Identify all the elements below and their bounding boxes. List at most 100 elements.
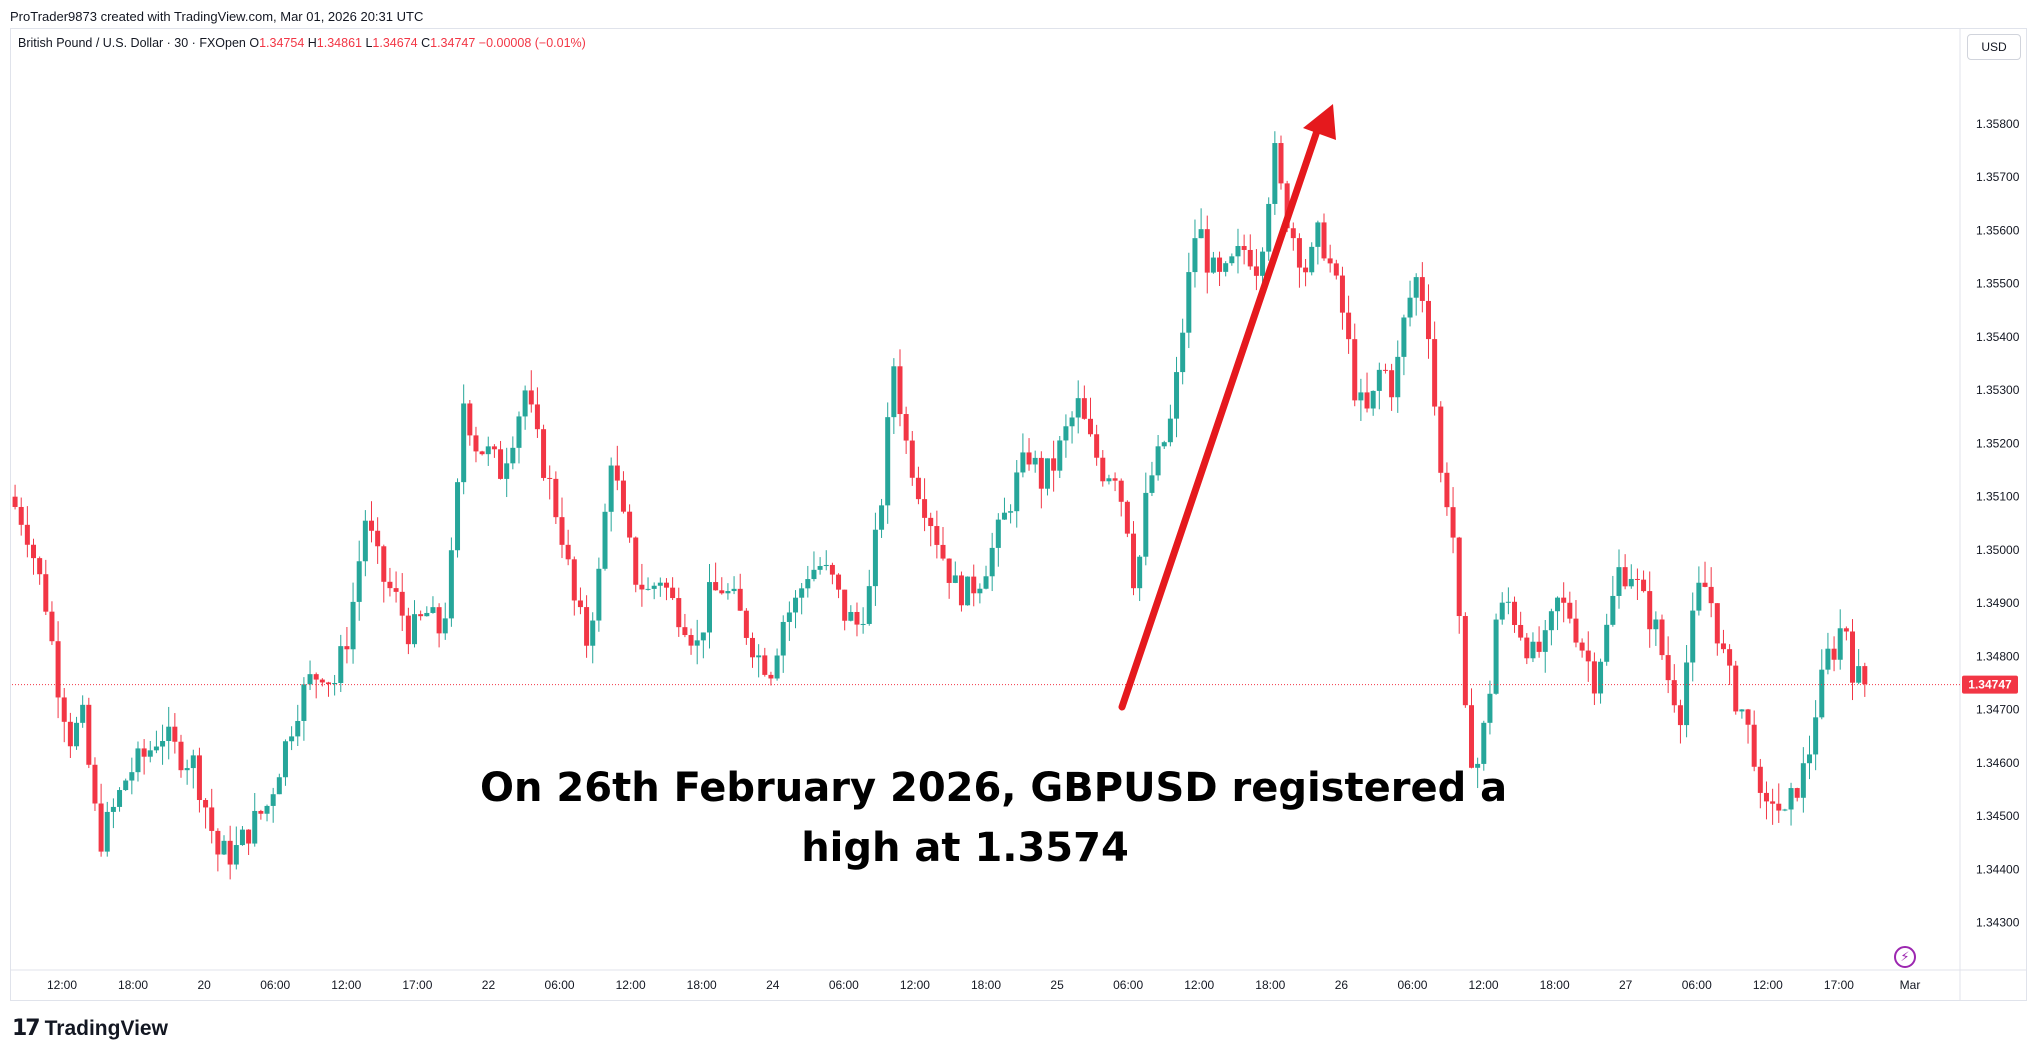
x-tick-label: 06:00 xyxy=(1682,978,1712,992)
tradingview-logo-icon: 17 xyxy=(12,1016,41,1041)
candle-body xyxy=(1438,406,1444,473)
candle-body xyxy=(799,588,805,598)
candle-body xyxy=(1247,249,1253,267)
legend-low-label: L xyxy=(365,36,373,50)
candle-body xyxy=(282,741,288,778)
lightning-icon[interactable]: ⚡ xyxy=(1894,946,1916,968)
candle-body xyxy=(989,547,995,577)
x-tick-label: 12:00 xyxy=(616,978,646,992)
candle-body xyxy=(1512,601,1518,625)
candle-body xyxy=(104,811,110,852)
candle-body xyxy=(1425,300,1431,340)
candle-body xyxy=(393,588,399,592)
candle-body xyxy=(1499,602,1505,620)
tradingview-logo[interactable]: 17 TradingView xyxy=(12,1016,168,1041)
candle-body xyxy=(596,568,602,621)
candle-body xyxy=(1518,624,1524,638)
candle-body xyxy=(1272,143,1278,204)
candle-body xyxy=(67,721,73,747)
tradingview-logo-text: TradingView xyxy=(44,1016,168,1040)
candle-body xyxy=(1069,417,1075,427)
candle-body xyxy=(12,496,18,507)
candle-body xyxy=(928,517,934,527)
legend-close-label: C xyxy=(421,36,431,50)
y-tick-label: 1.34900 xyxy=(1976,596,2020,610)
candle-body xyxy=(762,655,768,675)
candle-body xyxy=(1044,458,1050,489)
candle-body xyxy=(485,446,491,455)
currency-selector[interactable]: USD xyxy=(1967,34,2021,60)
symbol-legend: British Pound / U.S. Dollar · 30 · FXOpe… xyxy=(18,36,586,50)
legend-open-label: O xyxy=(249,36,260,50)
candle-body xyxy=(842,589,848,621)
candle-body xyxy=(737,588,743,611)
candle-body xyxy=(1542,630,1548,652)
candle-body xyxy=(1075,398,1081,418)
legend-symbol[interactable]: British Pound / U.S. Dollar · 30 · FXOpe… xyxy=(18,36,246,50)
x-tick-label: 20 xyxy=(197,978,211,992)
candle-body xyxy=(1837,628,1843,660)
candle-body xyxy=(436,607,442,634)
candle-body xyxy=(1063,426,1069,441)
candle-body xyxy=(233,845,239,865)
candle-body xyxy=(455,482,461,551)
candle-body xyxy=(774,655,780,679)
candle-body xyxy=(1106,478,1112,482)
candle-body xyxy=(135,748,141,773)
candle-body xyxy=(645,588,651,590)
candle-body xyxy=(1253,266,1259,276)
candle-body xyxy=(387,581,393,589)
candle-body xyxy=(375,530,381,547)
candle-body xyxy=(1505,601,1511,603)
candle-body xyxy=(467,403,473,436)
legend-change-value: −0.00008 (−0.01%) xyxy=(478,36,586,50)
annotation-line-1: On 26th February 2026, GBPUSD registered… xyxy=(480,765,1508,811)
candle-body xyxy=(264,805,270,814)
candle-body xyxy=(1370,390,1376,409)
candle-body xyxy=(1856,666,1862,683)
annotation-line-2: high at 1.3574 xyxy=(801,825,1129,871)
candle-body xyxy=(332,683,338,685)
x-tick-label: 18:00 xyxy=(1255,978,1285,992)
candle-body xyxy=(1401,317,1407,357)
candle-body xyxy=(319,679,325,683)
x-tick-label: 06:00 xyxy=(1113,978,1143,992)
candle-body xyxy=(1813,717,1819,755)
candle-body xyxy=(1469,705,1474,768)
candle-body xyxy=(565,544,571,560)
candle-body xyxy=(147,750,153,757)
candle-body xyxy=(1081,398,1087,419)
y-tick-label: 1.35300 xyxy=(1976,383,2020,397)
candle-body xyxy=(756,655,762,658)
candle-body xyxy=(1573,618,1579,643)
candle-body xyxy=(651,585,657,589)
candle-body xyxy=(1850,631,1856,683)
candle-body xyxy=(663,582,669,588)
candle-body xyxy=(86,704,92,765)
candle-body xyxy=(307,674,313,685)
candle-body xyxy=(922,499,928,518)
y-tick-label: 1.34800 xyxy=(1976,649,2020,663)
candle-body xyxy=(203,800,209,808)
candle-body xyxy=(1585,650,1591,662)
candle-body xyxy=(1217,257,1223,272)
candle-body xyxy=(897,366,903,415)
candle-body xyxy=(338,646,344,684)
candle-body xyxy=(461,403,467,483)
candle-body xyxy=(817,566,823,570)
candle-body xyxy=(1266,203,1272,252)
top-bar: ProTrader9873 created with TradingView.c… xyxy=(0,0,2039,30)
candle-body xyxy=(1671,680,1677,706)
candle-body xyxy=(1278,143,1284,184)
x-tick-label: 06:00 xyxy=(1397,978,1427,992)
candle-body xyxy=(694,640,700,646)
candle-body xyxy=(1094,434,1100,458)
y-tick-label: 1.35200 xyxy=(1976,436,2020,450)
candle-body xyxy=(1284,183,1290,229)
candle-body xyxy=(1057,440,1063,471)
candle-body xyxy=(909,440,915,478)
candle-body xyxy=(1763,792,1769,802)
candle-body xyxy=(153,746,159,751)
candle-body xyxy=(24,524,30,545)
